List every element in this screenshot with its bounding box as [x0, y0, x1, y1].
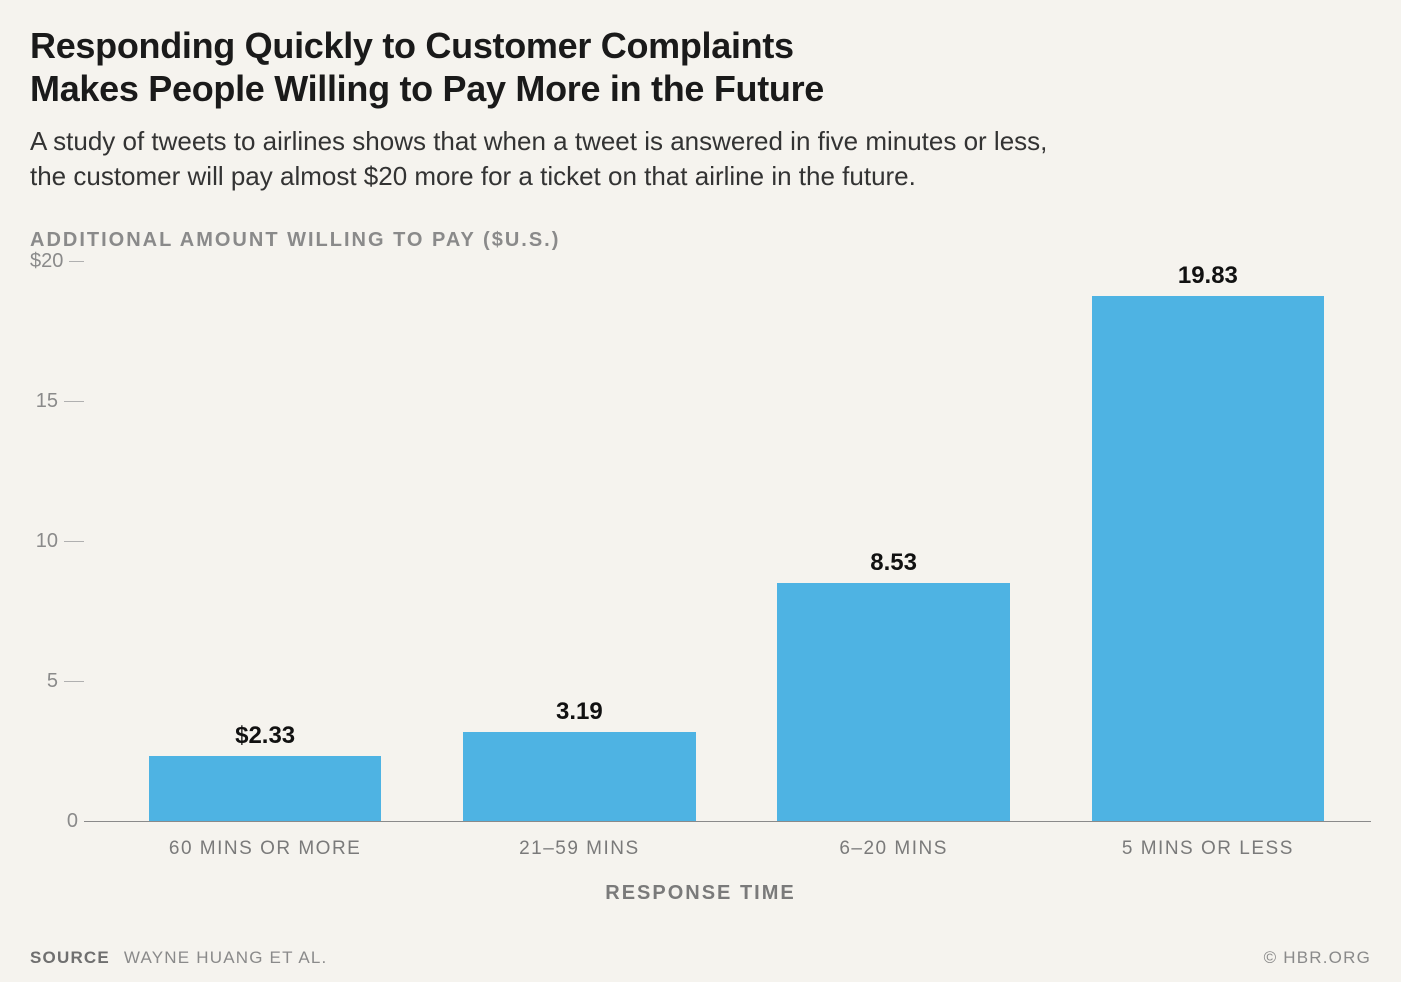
chart-area: $20151050 $2.333.198.5319.83 [30, 262, 1371, 822]
y-tick-label: $20 [30, 250, 69, 273]
source-name: WAYNE HUANG ET AL. [124, 948, 328, 967]
source: SOURCE WAYNE HUANG ET AL. [30, 948, 327, 968]
x-category-label: 21–59 MINS [422, 838, 736, 860]
title-line-2: Makes People Willing to Pay More in the … [30, 68, 824, 109]
subtitle-line-2: the customer will pay almost $20 more fo… [30, 161, 916, 191]
bar-slot: $2.33 [108, 262, 422, 822]
y-tick: 15 [30, 390, 84, 413]
copyright: © HBR.ORG [1264, 948, 1371, 968]
chart-subtitle: A study of tweets to airlines shows that… [30, 124, 1371, 194]
y-tick: 0 [30, 810, 84, 833]
bar-value-label: 3.19 [556, 698, 603, 726]
y-tick-mark [64, 401, 84, 402]
y-tick-label: 0 [67, 810, 84, 833]
y-tick-label: 15 [36, 390, 64, 413]
bar-value-label: 19.83 [1178, 262, 1238, 290]
baseline [84, 821, 1371, 822]
page: Responding Quickly to Customer Complaint… [0, 0, 1401, 982]
y-tick: 5 [30, 670, 84, 693]
x-axis-label: RESPONSE TIME [30, 882, 1371, 905]
y-axis-label: ADDITIONAL AMOUNT WILLING TO PAY ($U.S.) [30, 229, 1371, 252]
bar-slot: 3.19 [422, 262, 736, 822]
bars-container: $2.33 3.19 8.53 19.83 [108, 262, 1365, 822]
plot-area: $2.33 3.19 8.53 19.83 [108, 262, 1365, 822]
y-tick: $20 [30, 250, 84, 273]
x-category-label: 6–20 MINS [737, 838, 1051, 860]
x-category-label: 5 MINS OR LESS [1051, 838, 1365, 860]
y-tick-mark [64, 681, 84, 682]
chart-title: Responding Quickly to Customer Complaint… [30, 24, 1371, 110]
y-axis: $20151050 [30, 262, 84, 822]
bar-value-label: 8.53 [870, 549, 917, 577]
y-tick: 10 [30, 530, 84, 553]
bar-rect [1092, 296, 1325, 822]
y-tick-mark [69, 261, 84, 262]
bar-rect [777, 583, 1010, 822]
subtitle-line-1: A study of tweets to airlines shows that… [30, 126, 1047, 156]
y-tick-label: 5 [47, 670, 64, 693]
bar-slot: 19.83 [1051, 262, 1365, 822]
title-line-1: Responding Quickly to Customer Complaint… [30, 25, 794, 66]
bar-slot: 8.53 [737, 262, 1051, 822]
bar-value-label: $2.33 [235, 722, 295, 750]
x-category-label: 60 MINS OR MORE [108, 838, 422, 860]
bar-rect [149, 756, 382, 821]
bar-rect [463, 732, 696, 821]
x-axis-categories: 60 MINS OR MORE21–59 MINS6–20 MINS5 MINS… [108, 838, 1365, 860]
y-tick-mark [64, 541, 84, 542]
y-tick-label: 10 [36, 530, 64, 553]
footer: SOURCE WAYNE HUANG ET AL. © HBR.ORG [30, 948, 1371, 968]
source-label: SOURCE [30, 948, 110, 967]
